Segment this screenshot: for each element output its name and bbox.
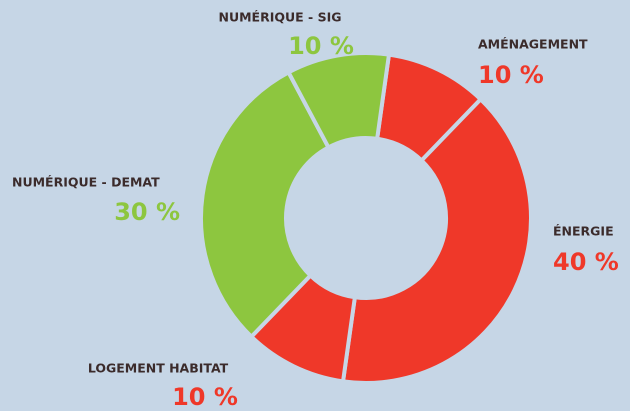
slice-value-label: 40 % [553, 248, 619, 276]
slice-value-label: 10 % [288, 32, 354, 60]
slice-value-label: 30 % [114, 198, 180, 226]
slice-label: ÉNERGIE [553, 224, 614, 239]
slice-label: AMÉNAGEMENT [478, 37, 588, 52]
donut-slice [340, 96, 533, 385]
slice-label: NUMÉRIQUE - SIG [219, 10, 342, 25]
slice-value-label: 10 % [172, 383, 238, 411]
donut-slice [285, 51, 392, 151]
slice-label: NUMÉRIQUE - DEMAT [12, 175, 160, 190]
donut-slice [199, 69, 332, 340]
slice-label: LOGEMENT HABITAT [88, 361, 229, 376]
slice-value-label: 10 % [478, 61, 544, 89]
